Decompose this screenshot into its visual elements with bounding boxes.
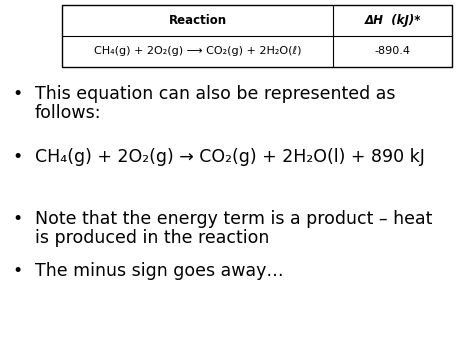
Text: ΔH  (kJ)*: ΔH (kJ)* [365,14,421,27]
Text: Reaction: Reaction [168,14,227,27]
Text: CH₄(g) + 2O₂(g) → CO₂(g) + 2H₂O(l) + 890 kJ: CH₄(g) + 2O₂(g) → CO₂(g) + 2H₂O(l) + 890… [35,148,425,166]
Text: •: • [13,148,23,166]
Text: •: • [13,85,23,103]
Text: The minus sign goes away…: The minus sign goes away… [35,262,283,280]
Text: •: • [13,262,23,280]
Text: •: • [13,210,23,228]
Text: This equation can also be represented as: This equation can also be represented as [35,85,395,103]
Text: is produced in the reaction: is produced in the reaction [35,229,269,247]
Text: Note that the energy term is a product – heat: Note that the energy term is a product –… [35,210,432,228]
Bar [62,5,452,67]
Text: follows:: follows: [35,104,101,122]
Text: CH₄(g) + 2O₂(g) ⟶ CO₂(g) + 2H₂O(ℓ): CH₄(g) + 2O₂(g) ⟶ CO₂(g) + 2H₂O(ℓ) [94,47,301,56]
Text: -890.4: -890.4 [374,47,410,56]
